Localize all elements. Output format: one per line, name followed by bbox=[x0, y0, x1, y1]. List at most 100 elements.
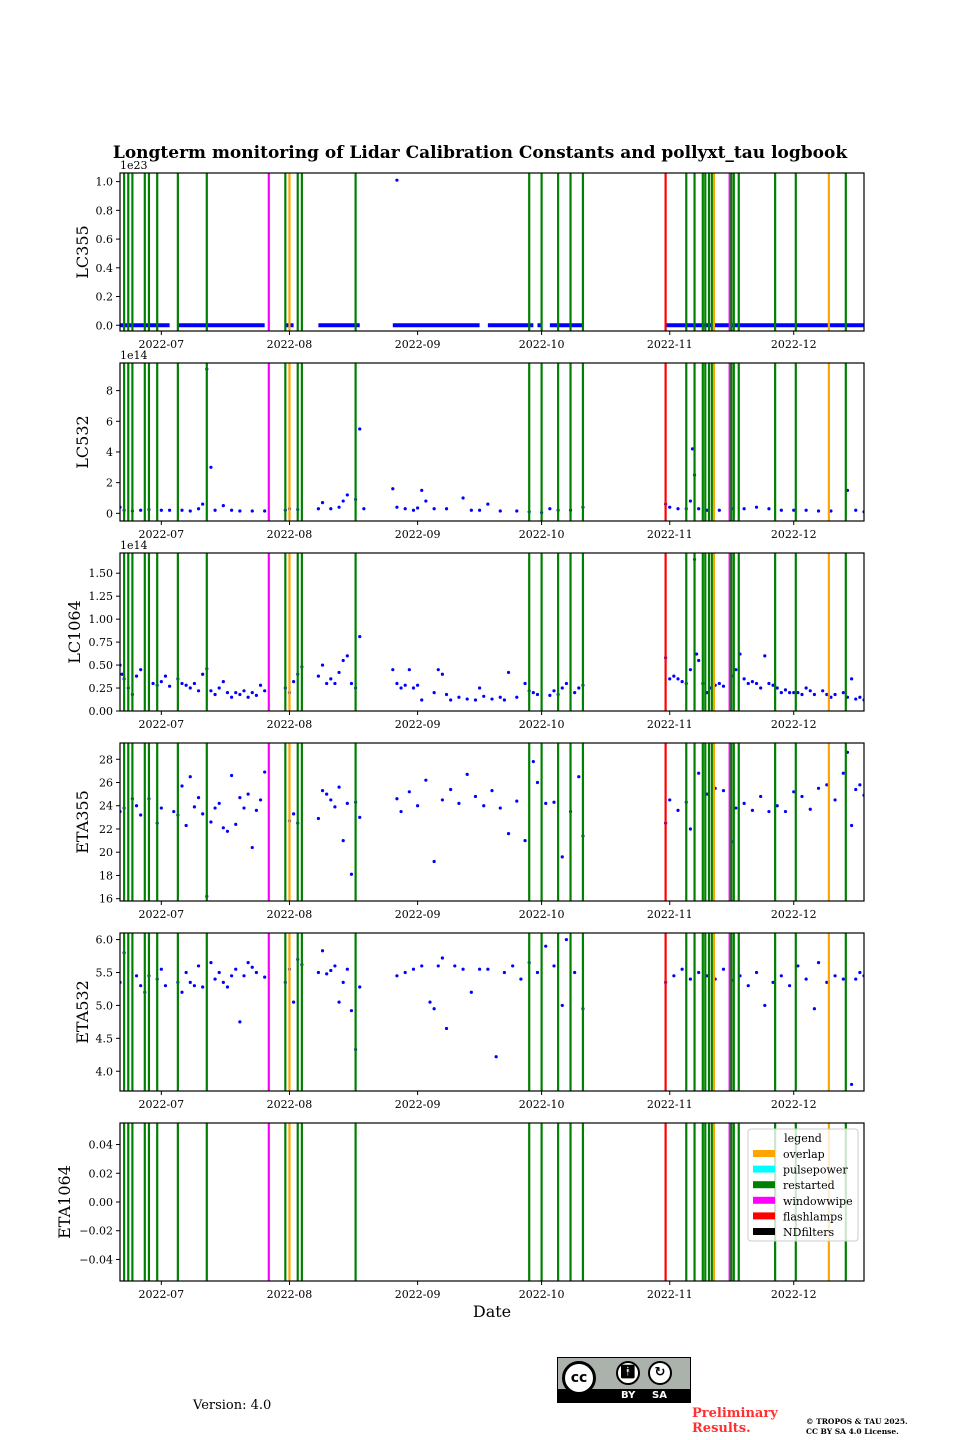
data-point bbox=[676, 808, 680, 812]
y-tick-label: 0.02 bbox=[89, 1167, 114, 1180]
data-point bbox=[230, 508, 234, 512]
data-point bbox=[349, 681, 354, 686]
data-point bbox=[329, 677, 333, 681]
x-tick-label: 2022-07 bbox=[138, 1288, 184, 1301]
x-tick-label: 2022-11 bbox=[647, 718, 693, 731]
data-point bbox=[341, 980, 345, 984]
data-point bbox=[506, 832, 511, 836]
data-point bbox=[746, 984, 750, 988]
data-point bbox=[763, 1003, 767, 1008]
data-point bbox=[428, 1000, 432, 1004]
data-point bbox=[478, 686, 482, 690]
data-point bbox=[258, 798, 263, 802]
y-tick-label: 0.2 bbox=[96, 291, 114, 304]
sa-share-icon: ↻ bbox=[648, 1361, 672, 1385]
data-point bbox=[337, 670, 341, 675]
legend-swatch-restarted bbox=[753, 1181, 775, 1189]
y-axis-label: LC355 bbox=[73, 225, 92, 278]
x-tick-label: 2022-09 bbox=[395, 528, 441, 541]
data-point bbox=[436, 964, 440, 968]
data-point bbox=[238, 692, 242, 697]
data-point bbox=[234, 691, 238, 695]
data-point bbox=[457, 695, 461, 699]
data-point bbox=[763, 654, 767, 658]
data-point bbox=[403, 683, 407, 687]
legend-swatch-windowwipe bbox=[753, 1196, 775, 1204]
y-tick-label: 28 bbox=[99, 753, 113, 766]
panel-lc355: 0.0 0.2 0.4 0.6 0.8 1.0 1e23 LC355 2022-07 2022-0… bbox=[73, 159, 865, 351]
data-point bbox=[217, 970, 221, 975]
y-offset-label: 1e14 bbox=[120, 539, 148, 552]
data-point bbox=[436, 668, 440, 672]
data-point bbox=[172, 809, 176, 814]
data-point bbox=[544, 944, 548, 948]
data-point bbox=[535, 970, 540, 975]
data-point bbox=[440, 956, 444, 960]
data-point bbox=[767, 681, 771, 686]
data-point bbox=[754, 970, 759, 975]
data-point bbox=[767, 507, 771, 511]
data-point bbox=[395, 505, 399, 509]
data-point bbox=[829, 509, 833, 513]
data-point bbox=[292, 1000, 296, 1004]
data-point bbox=[345, 967, 349, 971]
x-tick-label: 2022-10 bbox=[519, 528, 565, 541]
data-point bbox=[316, 507, 320, 511]
data-point bbox=[201, 985, 205, 989]
data-point bbox=[858, 970, 862, 975]
y-tick-label: 0.25 bbox=[89, 682, 114, 695]
data-point bbox=[734, 668, 738, 672]
data-point bbox=[159, 680, 163, 684]
data-point bbox=[668, 505, 672, 509]
y-tick-label: 2 bbox=[106, 477, 113, 490]
data-point bbox=[254, 970, 258, 975]
data-point bbox=[486, 502, 490, 506]
data-point bbox=[159, 508, 163, 512]
x-tick-label: 2022-08 bbox=[267, 338, 313, 351]
data-point bbox=[515, 695, 519, 699]
data-point bbox=[444, 692, 449, 697]
data-point bbox=[854, 977, 858, 981]
data-point bbox=[403, 507, 407, 511]
data-point bbox=[432, 1007, 436, 1011]
data-point bbox=[544, 801, 548, 806]
x-tick-label: 2022-08 bbox=[267, 1288, 313, 1301]
data-point bbox=[345, 654, 349, 658]
data-point bbox=[519, 977, 523, 981]
data-point bbox=[395, 797, 399, 801]
y-tick-label: 1.50 bbox=[89, 567, 114, 580]
data-point bbox=[754, 505, 759, 509]
data-point bbox=[333, 681, 337, 686]
data-point bbox=[804, 977, 808, 981]
data-point bbox=[341, 499, 345, 503]
data-point bbox=[325, 681, 329, 686]
data-point bbox=[672, 674, 676, 678]
data-point bbox=[337, 505, 341, 509]
data-point bbox=[180, 990, 184, 994]
data-point bbox=[717, 508, 721, 512]
data-point bbox=[854, 508, 858, 512]
data-point bbox=[329, 968, 333, 973]
data-point bbox=[316, 970, 320, 975]
data-point bbox=[688, 977, 693, 981]
data-point bbox=[444, 507, 449, 511]
legend-swatch-pulsepower bbox=[753, 1165, 775, 1173]
data-point bbox=[420, 488, 424, 492]
data-point bbox=[515, 799, 519, 803]
data-point bbox=[573, 691, 577, 695]
data-point bbox=[362, 507, 366, 511]
data-point bbox=[254, 808, 258, 812]
data-point bbox=[180, 508, 184, 512]
data-point bbox=[337, 785, 341, 789]
data-point bbox=[841, 977, 845, 981]
legend-swatch-NDfilters bbox=[753, 1228, 775, 1235]
x-tick-label: 2022-10 bbox=[519, 908, 565, 921]
y-tick-label: −0.02 bbox=[79, 1225, 113, 1238]
data-point bbox=[833, 692, 837, 697]
data-point bbox=[209, 689, 213, 693]
data-point bbox=[399, 686, 403, 690]
data-point bbox=[213, 806, 217, 810]
x-tick-label: 2022-11 bbox=[647, 908, 693, 921]
data-point bbox=[779, 508, 783, 512]
y-tick-label: 0 bbox=[106, 507, 113, 520]
